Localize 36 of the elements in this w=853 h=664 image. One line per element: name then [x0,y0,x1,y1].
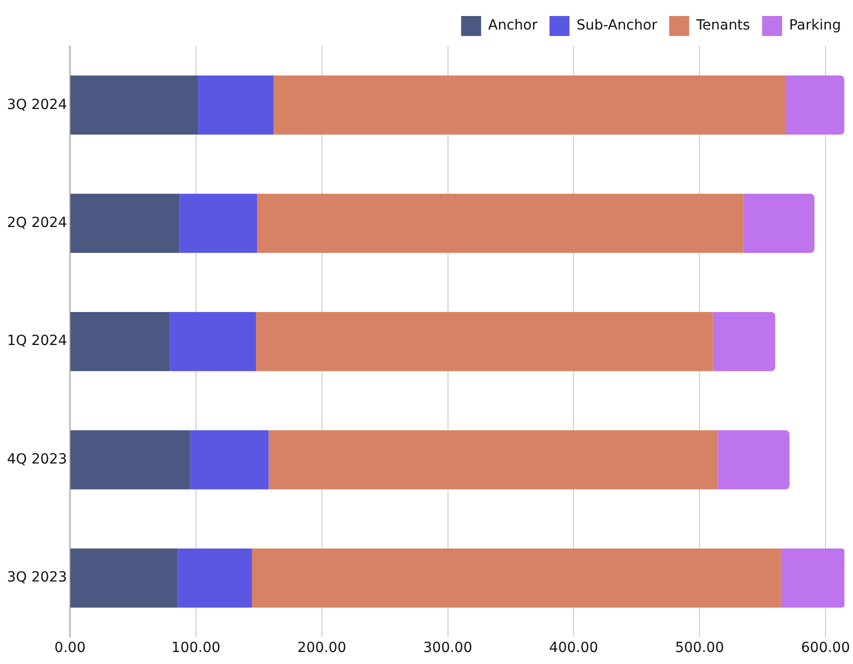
bar [70,548,178,608]
legend-label: Sub-Anchor [576,18,658,34]
x-tick-label: 400.00 [549,640,598,656]
bar [180,194,257,253]
bar [786,76,844,135]
x-tick-label: 100.00 [171,640,220,656]
y-tick-label: 3Q 2023 [6,570,68,586]
bar [190,430,269,490]
bar [712,312,776,372]
legend-label: Parking [789,18,841,34]
bar [274,76,786,135]
x-tick-label: 300.00 [423,640,472,656]
x-tick-label: 500.00 [675,640,724,656]
bar [256,194,744,253]
bar [718,430,790,490]
bar [256,312,713,372]
bar [170,312,256,372]
legend-label: Anchor [488,18,538,34]
bar [268,430,718,490]
bar [70,194,180,253]
y-tick-label: 2Q 2024 [6,215,68,231]
x-tick-label: 200.00 [297,640,346,656]
bar [70,76,198,135]
bar [178,548,252,608]
x-tick-label: 600.00 [801,640,850,656]
bar [252,548,781,608]
bar [70,312,170,372]
y-tick-label: 3Q 2024 [6,96,68,113]
bar [780,548,844,608]
legend-label: Tenants [695,18,750,34]
x-tick-label: 0.00 [54,640,86,656]
bar [198,76,274,135]
y-tick-label: 4Q 2023 [6,451,68,468]
y-tick-label: 1Q 2024 [6,333,68,350]
bar [70,430,190,490]
bar [744,194,814,253]
